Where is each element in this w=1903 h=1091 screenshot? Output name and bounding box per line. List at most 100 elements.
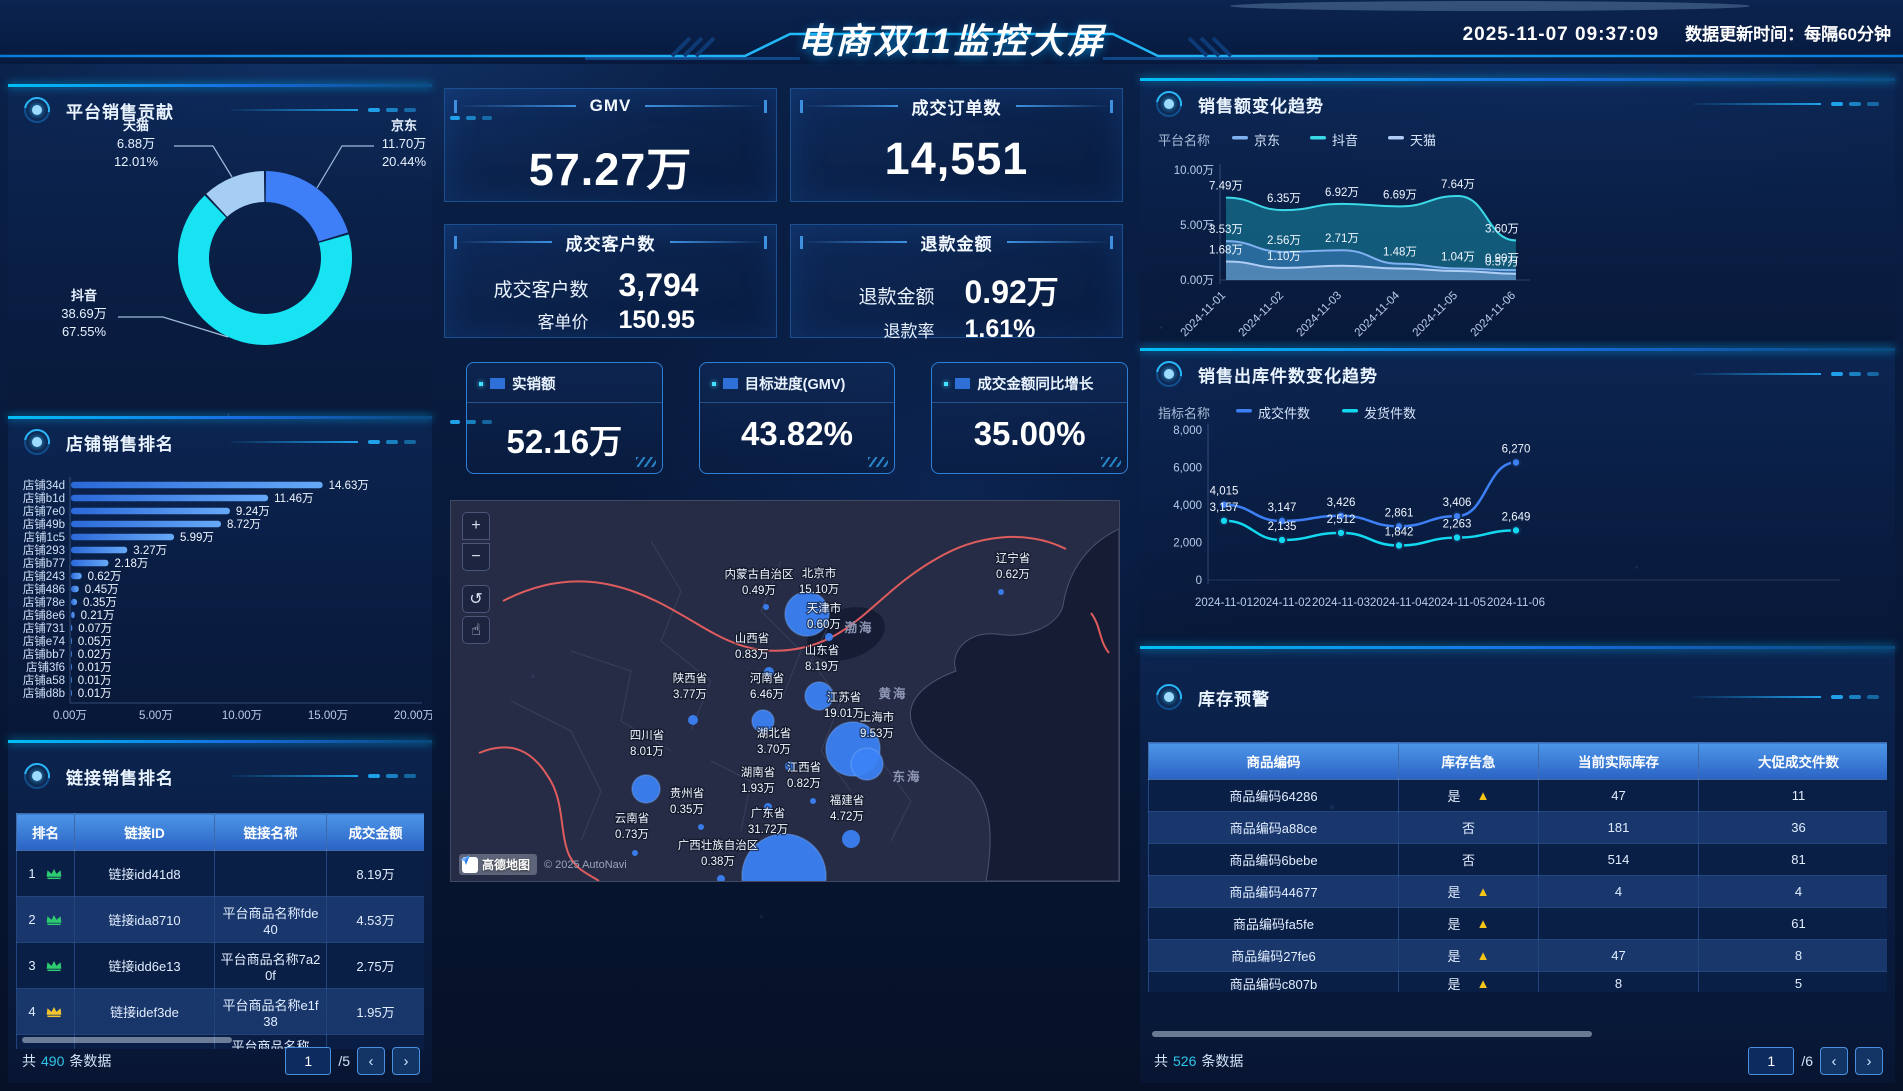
svg-text:5.99万: 5.99万 [180,532,214,544]
map-bubble-广东省[interactable] [741,833,827,881]
svg-text:渤海: 渤海 [844,620,873,635]
prev-page-button[interactable]: ‹ [357,1047,385,1075]
svg-text:成交件数: 成交件数 [1258,406,1310,421]
map-bubble-上海市[interactable] [850,747,884,781]
svg-text:店铺a58: 店铺a58 [23,673,65,687]
svg-text:云南省: 云南省 [615,811,650,825]
line-抖音 [1225,194,1517,242]
svg-text:10.00万: 10.00万 [1174,165,1214,177]
bar-店铺b77 [71,559,109,567]
panel-inventory-warning: 库存预警 商品编码 库存告急 当前实际库存 大促成交件数 商品编码64286 是 ▲ 47 11… [1140,646,1895,1083]
point-发货件数 [1276,534,1288,546]
svg-text:天津市: 天津市 [807,601,842,615]
amount-cell: 1.95万 [326,988,424,1035]
map-bubble-天津市[interactable] [825,633,833,641]
map-bubble-云南省[interactable] [632,850,638,856]
svg-text:3.27万: 3.27万 [133,545,167,557]
svg-text:0.00万: 0.00万 [1180,275,1214,287]
panel-ring-icon [24,429,50,455]
next-page-button[interactable]: › [1855,1047,1883,1075]
map-zoom-out-button[interactable]: − [462,543,490,571]
svg-text:12.01%: 12.01% [114,154,159,169]
horizontal-scrollbar[interactable] [1152,1031,1592,1037]
map-reset-button[interactable]: ↺ [462,585,490,613]
current-stock-cell: 4 [1538,875,1699,908]
map-bubble-北京市[interactable] [784,591,830,637]
stock-alert-cell: 否 [1398,811,1539,844]
svg-text:店铺731: 店铺731 [23,621,65,635]
svg-text:2024-11-04: 2024-11-04 [1370,597,1429,609]
right-column: 平台名称 京东 抖音 天猫 0.00万 5.00万 10.00万 7.49万 6.35万 6.92… [1140,64,1895,1083]
map-bubble-四川省[interactable] [631,774,661,804]
stat-yoy-growth: 成交金额同比增长 35.00% [931,362,1129,474]
svg-text:8.72万: 8.72万 [227,519,261,531]
map-bubble-湖南省[interactable] [764,803,772,811]
table-row: 商品编码44677 是 ▲ 4 4 [1148,875,1887,908]
prev-page-button[interactable]: ‹ [1820,1047,1848,1075]
svg-text:2.71万: 2.71万 [1325,233,1359,245]
kpi-title: 退款金额 [920,234,993,254]
svg-text:四川省: 四川省 [630,729,665,742]
map-bubble-河南省[interactable] [751,709,775,733]
kpi-row-label: 客单价 [537,313,589,332]
map-bubble-江西省[interactable] [810,798,816,804]
next-page-button[interactable]: › [392,1047,420,1075]
map-bubble-福建省[interactable] [842,830,860,848]
bar-店铺d8b [71,689,72,697]
svg-text:广东省: 广东省 [751,807,786,820]
current-stock-cell [1538,907,1699,940]
stock-alert-cell: 是 ▲ [1398,779,1539,812]
map-zoom-in-button[interactable]: + [462,512,490,540]
stock-alert-cell: 是 ▲ [1398,907,1539,940]
amap-logo-icon [460,855,478,873]
map-bubble-贵州省[interactable] [698,824,704,830]
stat-value: 52.16万 [506,423,623,460]
svg-text:0.45万: 0.45万 [85,584,119,596]
link-id-cell: 链接idd41d8 [74,850,215,897]
svg-text:0.62万: 0.62万 [996,569,1030,581]
crown-icon [46,869,61,880]
map-bubble-广西壮族自治区[interactable] [717,875,725,881]
horizontal-scrollbar[interactable] [22,1037,232,1043]
header-line-decoration [1693,103,1821,105]
svg-text:贵州省: 贵州省 [670,787,705,800]
promo-sold-cell: 61 [1698,907,1887,940]
kpi-title: 成交客户数 [565,234,656,254]
map-bubble-内蒙古自治区[interactable] [763,604,769,610]
map-bubble-陕西省[interactable] [688,715,698,725]
svg-text:店铺78e: 店铺78e [23,595,65,609]
svg-text:8.01万: 8.01万 [630,746,664,758]
amap-logo-pill[interactable]: 高德地图 [459,854,538,875]
link-id-cell: 链接idef3de [74,988,215,1035]
header-line-decoration [230,775,358,777]
svg-text:店铺243: 店铺243 [23,569,65,583]
kpi-title: GMV [589,96,632,115]
line-成交件数 [1223,461,1517,528]
svg-text:3.77万: 3.77万 [673,689,707,701]
map-pointer-button[interactable]: ☝ [462,616,490,644]
svg-text:指标名称: 指标名称 [1158,406,1210,421]
svg-text:2024-11-02: 2024-11-02 [1237,290,1286,339]
svg-text:店铺bb7: 店铺bb7 [23,647,65,661]
svg-text:2024-11-01: 2024-11-01 [1195,597,1253,609]
page-input[interactable] [1748,1047,1795,1075]
page-total: /5 [338,1053,350,1069]
crown-icon [46,915,61,926]
panel-ring-icon [1156,361,1182,387]
map-bubble-湖北省[interactable] [785,761,795,771]
svg-text:2.56万: 2.56万 [1267,235,1301,247]
svg-text:2024-11-03: 2024-11-03 [1295,290,1344,339]
header-line-decoration [1693,373,1821,375]
svg-text:0.01万: 0.01万 [78,662,112,674]
map-bubble-山东省[interactable] [804,681,834,711]
svg-text:店铺b77: 店铺b77 [23,556,65,570]
svg-text:2024-11-02: 2024-11-02 [1253,597,1311,609]
map-bubble-辽宁省[interactable] [998,589,1004,595]
map-bubble-山西省[interactable] [764,667,774,677]
svg-text:1.10万: 1.10万 [1267,251,1301,263]
link-name-cell [214,850,327,897]
china-map[interactable]: 内蒙古自治区 0.49万 北京市 15.10万 辽宁省 0.62万 天津市 0.60万 山西省 0… [450,500,1120,882]
svg-text:1,842: 1,842 [1385,526,1414,538]
stat-title: 实销额 [512,377,556,393]
page-input[interactable] [285,1047,332,1075]
